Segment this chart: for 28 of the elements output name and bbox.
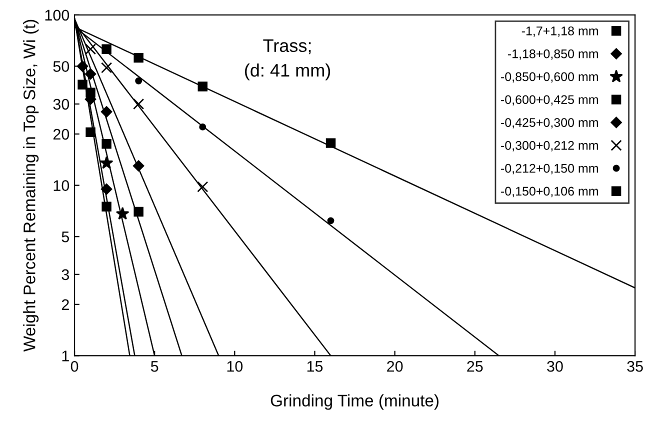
legend-label: -0,300+0,212 mm [501, 141, 598, 152]
legend-label: -0,600+0,425 mm [501, 95, 598, 106]
x-tick-label: 15 [307, 361, 323, 372]
legend-label: -0,212+0,150 mm [501, 164, 598, 174]
y-tick-label: 3 [62, 269, 69, 280]
legend-label: -1,7+1,18 mm [522, 26, 598, 37]
x-tick-label: 10 [227, 360, 243, 372]
legend-label: -0,850+0,600 mm [501, 72, 598, 83]
y-tick-label: 50 [53, 61, 70, 72]
x-tick-label: 30 [547, 360, 563, 372]
y-tick-label: 1 [62, 350, 69, 362]
x-tick-label: 20 [387, 360, 403, 372]
x-axis-title: Grinding Time (minute) [270, 394, 438, 410]
y-tick-label: 2 [62, 299, 69, 310]
x-tick-label: 25 [467, 360, 483, 372]
x-tick-label: 35 [627, 360, 643, 372]
legend-label: -1,18+0,850 mm [508, 49, 598, 60]
y-tick-label: 10 [54, 180, 70, 191]
y-tick-label: 100 [45, 10, 70, 21]
y-axis-title: Weight Percent Remaining in Top Size, Wi (t) [23, 20, 39, 352]
y-tick-label: 30 [53, 98, 70, 110]
legend-label: -0,425+0,300 mm [501, 118, 598, 128]
legend-label: -0,150+0,106 mm [501, 186, 598, 198]
y-tick-label: 5 [62, 232, 70, 242]
x-tick-label: 0 [70, 360, 78, 372]
x-tick-label: 5 [150, 361, 158, 372]
annotation: Trass; (d: 41 mm) [245, 39, 330, 80]
y-tick-label: 20 [53, 128, 70, 140]
